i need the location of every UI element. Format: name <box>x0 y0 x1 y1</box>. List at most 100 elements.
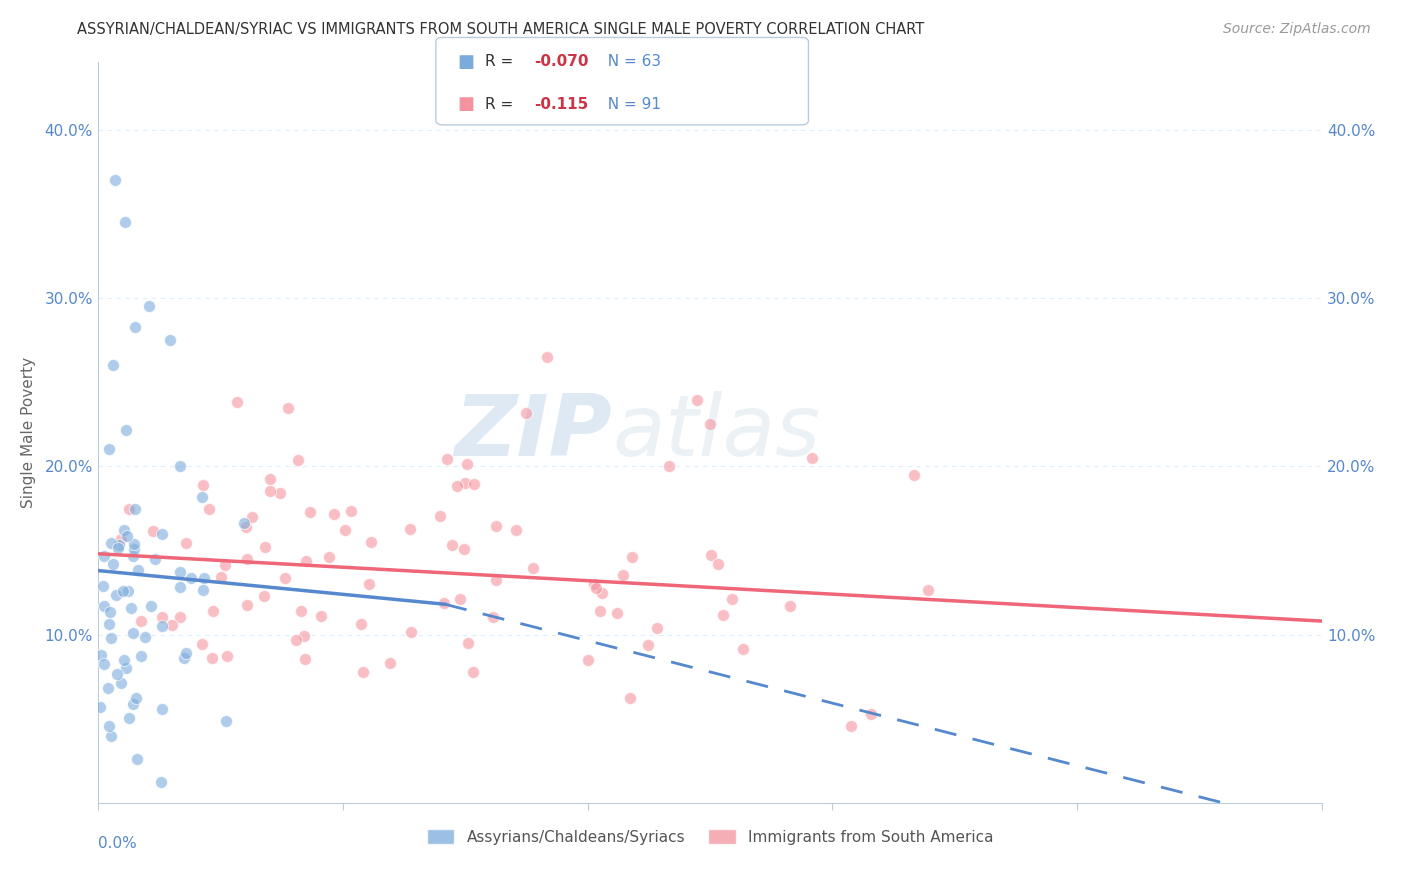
Point <box>100 605 122 619</box>
Point <box>515 406 537 420</box>
Point <box>253 589 276 603</box>
Point <box>711 608 734 623</box>
Point <box>720 592 742 607</box>
Point <box>191 490 214 504</box>
Point <box>121 698 143 712</box>
Point <box>124 542 146 557</box>
Point <box>124 319 146 334</box>
Point <box>277 401 299 415</box>
Point <box>101 557 124 571</box>
Point <box>505 524 527 538</box>
Text: ■: ■ <box>457 53 474 70</box>
Point <box>125 752 148 766</box>
Point <box>150 609 173 624</box>
Point <box>159 333 181 347</box>
Point <box>112 524 135 538</box>
Point <box>449 592 471 607</box>
Point <box>118 711 141 725</box>
Point <box>143 552 166 566</box>
Point <box>191 582 214 597</box>
Text: -0.115: -0.115 <box>534 97 589 112</box>
Point <box>357 577 380 591</box>
Point <box>174 535 197 549</box>
Point <box>142 524 165 538</box>
Point <box>150 527 173 541</box>
Point <box>98 617 121 632</box>
Point <box>107 541 129 556</box>
Point <box>429 509 451 524</box>
Point <box>112 653 135 667</box>
Point <box>191 637 214 651</box>
Point <box>686 392 709 407</box>
Point <box>100 729 122 743</box>
Point <box>453 541 475 556</box>
Point <box>97 681 120 695</box>
Point <box>89 700 111 714</box>
Point <box>160 617 183 632</box>
Point <box>352 665 374 680</box>
Point <box>860 707 883 722</box>
Point <box>104 588 127 602</box>
Point <box>399 624 422 639</box>
Point <box>217 648 239 663</box>
Text: N = 63: N = 63 <box>598 54 661 69</box>
Point <box>134 630 156 644</box>
Text: Source: ZipAtlas.com: Source: ZipAtlas.com <box>1223 22 1371 37</box>
Point <box>114 661 136 675</box>
Point <box>340 503 363 517</box>
Point <box>436 452 458 467</box>
Point <box>322 508 344 522</box>
Point <box>259 472 281 486</box>
Point <box>399 522 422 536</box>
Point <box>335 523 357 537</box>
Text: ASSYRIAN/CHALDEAN/SYRIAC VS IMMIGRANTS FROM SOUTH AMERICA SINGLE MALE POVERTY CO: ASSYRIAN/CHALDEAN/SYRIAC VS IMMIGRANTS F… <box>77 22 925 37</box>
Point <box>110 532 132 546</box>
Point <box>121 549 143 563</box>
Point <box>576 653 599 667</box>
Point <box>110 676 132 690</box>
Point <box>100 536 122 550</box>
Point <box>235 520 257 534</box>
Point <box>917 582 939 597</box>
Point <box>209 570 232 584</box>
Point <box>93 599 115 614</box>
Point <box>461 665 484 679</box>
Point <box>138 300 160 314</box>
Point <box>236 598 259 612</box>
Point <box>645 621 668 635</box>
Point <box>582 577 605 591</box>
Text: R =: R = <box>485 97 523 112</box>
Point <box>446 479 468 493</box>
Point <box>457 636 479 650</box>
Point <box>637 638 659 652</box>
Point <box>298 505 321 519</box>
Point <box>215 714 238 728</box>
Point <box>294 652 316 666</box>
Point <box>193 571 215 585</box>
Point <box>100 632 122 646</box>
Point <box>295 554 318 568</box>
Point <box>121 625 143 640</box>
Point <box>115 529 138 543</box>
Point <box>198 501 221 516</box>
Point <box>214 558 236 573</box>
Point <box>91 579 114 593</box>
Point <box>903 467 925 482</box>
Text: ■: ■ <box>457 95 474 113</box>
Text: 0.0%: 0.0% <box>98 836 138 851</box>
Point <box>292 629 315 643</box>
Point <box>482 610 505 624</box>
Point <box>98 719 121 733</box>
Point <box>122 537 145 551</box>
Point <box>169 610 191 624</box>
Point <box>591 586 613 600</box>
Point <box>127 563 149 577</box>
Point <box>120 601 142 615</box>
Point <box>202 604 225 618</box>
Point <box>619 691 641 706</box>
Point <box>485 518 508 533</box>
Point <box>620 549 643 564</box>
Point <box>269 485 291 500</box>
Point <box>169 580 191 594</box>
Point <box>149 775 172 789</box>
